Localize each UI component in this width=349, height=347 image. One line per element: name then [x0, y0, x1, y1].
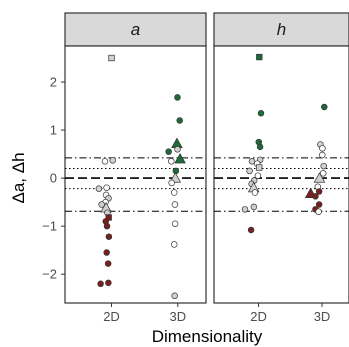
facet-strip-label: h: [277, 20, 286, 39]
data-point-circle: [248, 158, 256, 165]
data-point-circle: [315, 208, 322, 215]
data-point-circle: [95, 185, 103, 192]
data-point-circle: [247, 226, 255, 234]
data-point-circle: [171, 201, 179, 208]
data-point-circle: [256, 143, 264, 151]
x-axis-title: Dimensionality: [152, 327, 263, 346]
y-tick-label: 1: [50, 123, 57, 138]
data-point-circle: [319, 151, 326, 159]
y-tick-label: −2: [42, 267, 57, 282]
y-axis-title: Δa, Δh: [9, 152, 28, 203]
data-point-circle: [104, 260, 112, 267]
data-point-circle: [168, 158, 175, 165]
y-tick-label: 0: [50, 171, 57, 186]
data-point-circle: [103, 249, 110, 256]
data-point-circle: [97, 280, 104, 288]
data-point-circle: [168, 179, 175, 187]
data-point-circle: [257, 110, 265, 117]
x-tick-label: 2D: [103, 309, 120, 324]
data-point-circle: [315, 188, 323, 195]
data-point-circle: [170, 241, 178, 248]
data-point-circle: [172, 167, 180, 175]
data-point-circle: [174, 94, 181, 101]
data-point-circle: [250, 203, 258, 211]
data-point-circle: [170, 189, 178, 196]
data-point-circle: [105, 279, 112, 287]
data-point-circle: [176, 117, 183, 124]
data-point-circle: [251, 189, 259, 196]
data-point-circle: [174, 146, 181, 153]
y-tick-label: −1: [42, 219, 57, 234]
data-point-circle: [98, 201, 105, 208]
data-point-square: [256, 164, 263, 171]
data-point-circle: [171, 220, 179, 227]
x-tick-label: 2D: [250, 309, 267, 324]
data-point-circle: [319, 170, 327, 177]
data-point-circle: [319, 145, 326, 152]
data-point-circle: [321, 103, 328, 111]
data-point-circle: [254, 172, 262, 179]
facet-panel-a: a 2D 3D: [64, 12, 207, 324]
data-point-circle: [246, 167, 253, 175]
panel-frame: [64, 45, 207, 304]
panel-frame: [213, 45, 349, 304]
data-point-square: [108, 54, 115, 62]
data-point-triangle: [313, 172, 326, 183]
data-point-circle: [312, 193, 319, 200]
data-point-circle: [103, 184, 110, 191]
x-tick-label: 3D: [314, 309, 331, 324]
data-point-circle: [101, 158, 109, 165]
data-point-circle: [320, 162, 328, 170]
data-point-circle: [109, 157, 116, 164]
data-point-circle: [171, 292, 178, 300]
data-point-circle: [105, 233, 113, 240]
data-point-circle: [103, 222, 111, 230]
data-point-triangle: [174, 152, 186, 164]
y-tick-label: 2: [50, 75, 57, 90]
data-point-circle: [241, 206, 249, 213]
facet-panels: a 2D 3D h 2D 3D: [64, 12, 349, 324]
data-point-circle: [165, 148, 172, 155]
facet-panel-h: h 2D 3D: [213, 12, 349, 324]
facet-strip-label: a: [131, 20, 140, 39]
facet-strip: [64, 12, 207, 47]
y-axis: −2 −1 0 1 2: [42, 75, 65, 282]
x-tick-label: 3D: [169, 309, 186, 324]
data-point-square: [256, 53, 263, 61]
data-point-circle: [315, 201, 323, 208]
